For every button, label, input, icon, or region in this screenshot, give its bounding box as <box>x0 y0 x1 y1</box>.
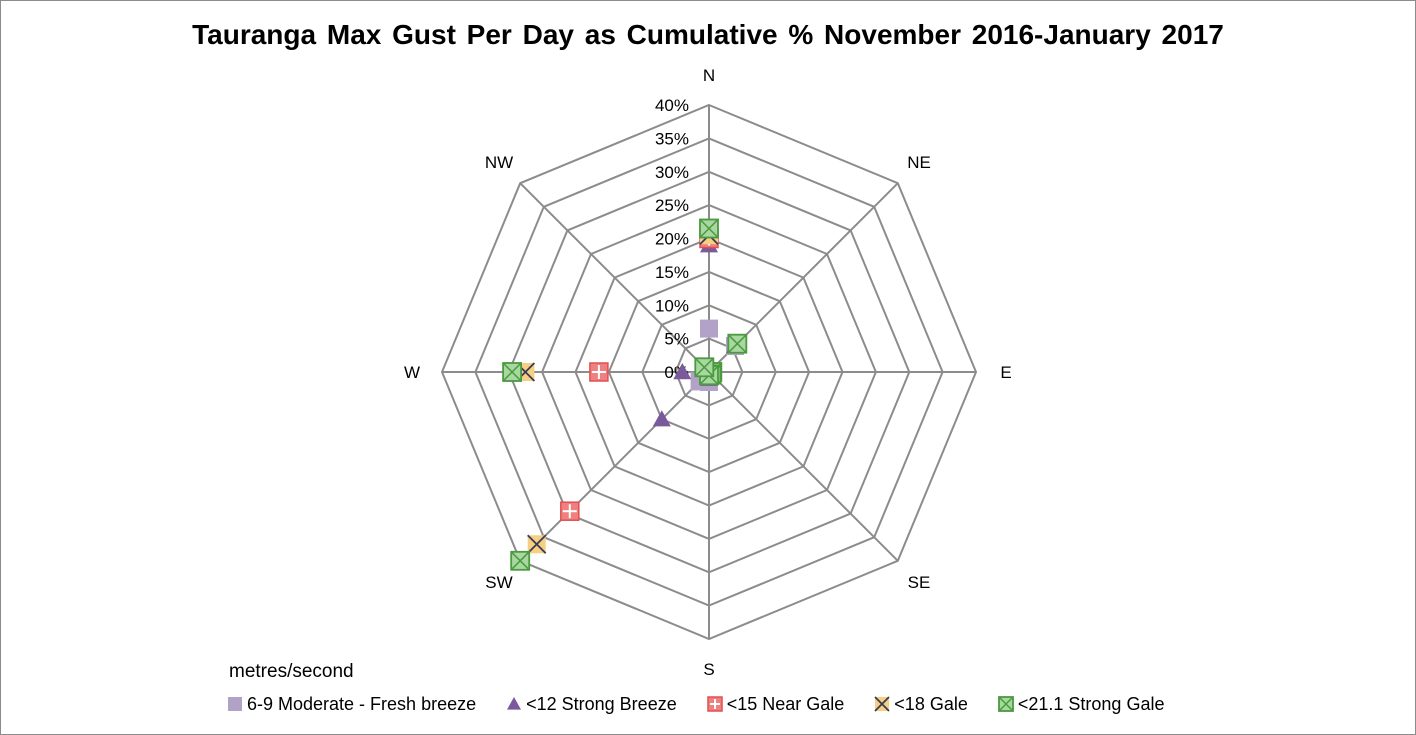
legend-marker-icon <box>228 697 242 711</box>
data-point <box>502 362 523 382</box>
axis-spoke <box>519 182 710 373</box>
legend-marker-icon <box>507 697 522 710</box>
tick-label: 10% <box>655 296 689 315</box>
category-label: NE <box>907 153 931 172</box>
tick-label: 25% <box>655 196 689 215</box>
data-point <box>694 357 715 378</box>
axis-spoke <box>708 371 899 562</box>
legend-item: <12 Strong Breeze <box>506 694 677 715</box>
data-point <box>700 319 718 338</box>
tick-label: 15% <box>655 263 689 282</box>
chart-title: Tauranga Max Gust Per Day as Cumulative … <box>192 19 1224 50</box>
axis-spoke <box>519 371 710 562</box>
legend-label: <15 Near Gale <box>726 693 845 714</box>
data-point <box>589 362 609 382</box>
legend-item: <21.1 Strong Gale <box>997 693 1165 715</box>
data-point <box>510 550 531 571</box>
category-label: SE <box>908 573 931 592</box>
data-point <box>699 218 719 239</box>
legend-title: metres/second <box>229 661 354 682</box>
tick-label: 30% <box>655 163 689 182</box>
category-label: E <box>1000 363 1011 382</box>
legend-marker-icon <box>997 696 1014 712</box>
category-label: NW <box>485 153 513 172</box>
data-point <box>727 333 748 354</box>
data-point <box>527 534 547 554</box>
legend-marker-icon <box>706 696 723 712</box>
data-point <box>652 410 671 427</box>
legend-item: <15 Near Gale <box>706 693 845 715</box>
legend-marker-icon <box>874 696 890 712</box>
legend-item: <18 Gale <box>874 694 968 715</box>
tick-label: 35% <box>655 129 689 148</box>
tick-label: 20% <box>655 230 689 249</box>
data-point <box>673 363 692 380</box>
category-label: S <box>703 660 714 679</box>
legend-label: 6-9 Moderate - Fresh breeze <box>247 693 477 714</box>
category-label: W <box>404 363 420 382</box>
tick-label: 5% <box>664 330 689 349</box>
legend-item: 6-9 Moderate - Fresh breeze <box>227 694 476 715</box>
tick-label: 40% <box>655 96 689 115</box>
category-label: N <box>703 66 715 85</box>
category-label: SW <box>485 573 512 592</box>
legend-label: <21.1 Strong Gale <box>1017 693 1165 714</box>
data-point <box>560 501 580 521</box>
legend-label: <18 Gale <box>894 693 968 714</box>
legend-label: <12 Strong Breeze <box>526 693 677 714</box>
legend: 6-9 Moderate - Fresh breeze <12 Strong Br… <box>227 691 1194 717</box>
